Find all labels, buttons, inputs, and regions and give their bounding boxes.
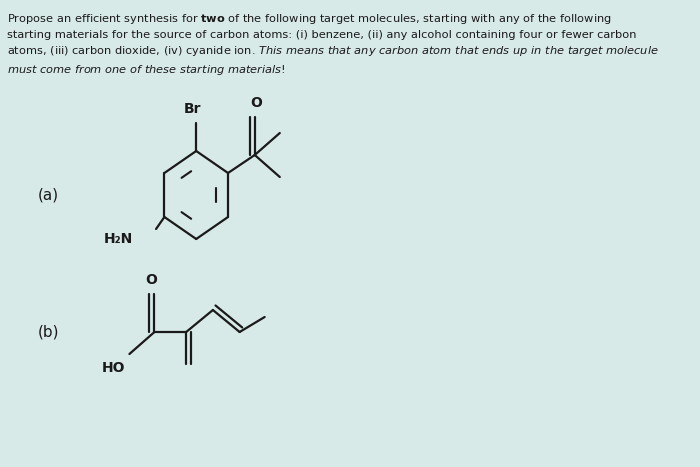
Text: (b): (b) bbox=[38, 325, 59, 340]
Text: O: O bbox=[145, 273, 157, 287]
Text: HO: HO bbox=[102, 361, 125, 375]
Text: Br: Br bbox=[184, 102, 202, 116]
Text: O: O bbox=[251, 96, 262, 110]
Text: Propose an efficient synthesis for $\mathbf{two}$ of the following target molecu: Propose an efficient synthesis for $\mat… bbox=[7, 12, 659, 77]
Text: (a): (a) bbox=[38, 187, 59, 203]
Text: H₂N: H₂N bbox=[104, 232, 133, 246]
